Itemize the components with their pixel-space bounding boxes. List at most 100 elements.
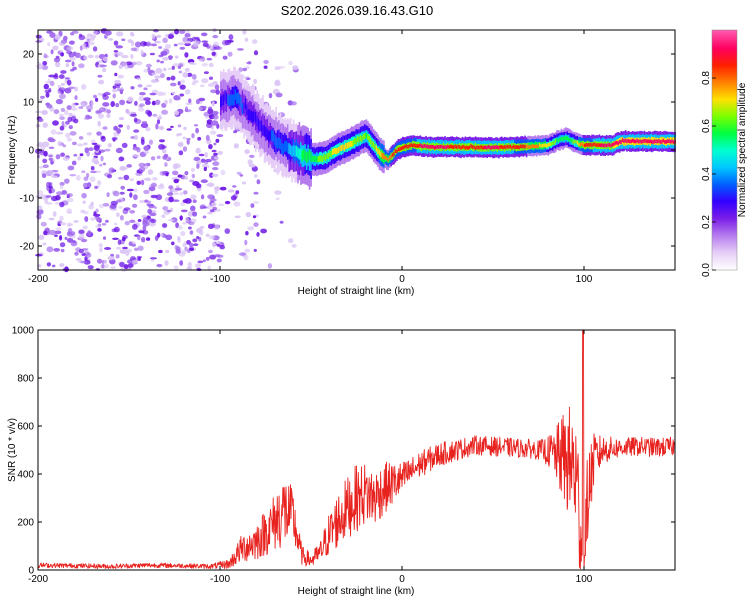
colorbar-step	[712, 244, 737, 247]
noise-dot	[174, 55, 179, 59]
noise-dot	[46, 262, 52, 267]
colorbar-step	[712, 178, 737, 181]
ridge-cell	[428, 145, 430, 149]
noise-dot	[172, 163, 178, 170]
noise-dot	[95, 208, 99, 213]
ridge-cell	[659, 140, 662, 144]
noise-dot	[288, 60, 293, 66]
noise-dot	[220, 169, 226, 176]
noise-dot	[195, 127, 200, 134]
ridge-cell	[354, 138, 356, 145]
noise-dot	[209, 172, 214, 178]
noise-dot	[46, 104, 53, 109]
ridge-cell	[656, 139, 659, 144]
ridge-cell	[621, 138, 624, 142]
noise-dot	[219, 186, 227, 191]
noise-dot	[143, 87, 148, 91]
noise-dot	[36, 211, 44, 215]
ridge-cell	[319, 155, 321, 162]
spectrogram-x-label: Height of straight line (km)	[298, 286, 415, 297]
colorbar-step	[712, 150, 737, 153]
noise-dot	[43, 83, 49, 90]
noise-dot	[211, 100, 215, 107]
colorbar-step	[712, 162, 737, 165]
noise-dot	[87, 147, 94, 152]
x-tick-label: 0	[399, 574, 405, 585]
colorbar-step	[712, 64, 737, 67]
ridge-cell	[307, 151, 309, 163]
noise-dot	[278, 66, 286, 69]
noise-dot	[66, 50, 73, 55]
colorbar-step	[712, 254, 737, 257]
noise-dot	[98, 107, 106, 113]
x-tick-label: 0	[399, 274, 405, 285]
noise-dot	[205, 256, 210, 261]
noise-dot	[165, 33, 169, 38]
ridge-cell	[276, 138, 279, 149]
noise-dot	[161, 91, 167, 96]
ridge-cell	[436, 145, 439, 149]
noise-dot	[131, 259, 138, 264]
noise-dot	[102, 56, 108, 62]
ridge-cell	[549, 142, 551, 147]
ridge-cell	[469, 145, 471, 150]
noise-dot	[81, 192, 87, 199]
ridge-cell	[482, 146, 484, 150]
noise-dot	[174, 245, 179, 251]
noise-dot	[41, 110, 48, 115]
noise-dot	[253, 78, 258, 84]
noise-dot	[99, 163, 103, 167]
noise-dot	[139, 103, 145, 107]
colorbar-step	[712, 36, 737, 39]
noise-dot	[137, 245, 144, 251]
noise-dot	[97, 228, 102, 232]
noise-dot	[201, 40, 209, 43]
noise-dot	[104, 148, 111, 152]
ridge-cell	[323, 153, 325, 160]
ridge-cell	[578, 142, 580, 147]
ridge-cell	[225, 93, 228, 104]
noise-dot	[41, 173, 47, 178]
noise-dot	[215, 138, 220, 143]
noise-dot	[275, 92, 283, 98]
ridge-cell	[316, 156, 318, 163]
ridge-cell	[445, 145, 448, 150]
ridge-cell	[661, 140, 663, 144]
ridge-cell	[371, 140, 373, 147]
noise-dot	[236, 48, 244, 51]
ridge-cell	[569, 138, 571, 142]
colorbar-step	[712, 112, 737, 115]
ridge-cell	[672, 140, 675, 144]
ridge-cell	[447, 144, 449, 149]
noise-dot	[37, 141, 44, 148]
noise-dot	[211, 149, 217, 153]
noise-dot	[118, 117, 125, 121]
noise-dot	[94, 185, 98, 190]
noise-dot	[84, 147, 89, 154]
noise-dot	[158, 144, 165, 150]
ridge-cell	[438, 145, 440, 149]
noise-dot	[144, 199, 149, 203]
ridge-cell	[370, 138, 372, 145]
ridge-cell	[582, 143, 585, 148]
ridge-cell	[262, 113, 264, 136]
noise-dot	[52, 120, 59, 126]
noise-dot	[212, 114, 219, 120]
noise-dot	[160, 73, 165, 79]
noise-dot	[65, 133, 71, 138]
noise-dot	[151, 182, 157, 188]
ridge-cell	[624, 138, 627, 143]
noise-dot	[80, 260, 87, 264]
noise-dot	[177, 95, 181, 101]
colorbar-step	[712, 228, 737, 231]
noise-dot	[201, 78, 209, 84]
ridge-cell	[241, 90, 244, 113]
x-tick-label: 100	[576, 274, 593, 285]
noise-dot	[147, 169, 154, 175]
colorbar-step	[712, 30, 737, 33]
noise-dot	[104, 247, 112, 250]
noise-dot	[116, 199, 122, 203]
noise-dot	[118, 124, 123, 128]
noise-dot	[186, 139, 190, 145]
noise-dot	[50, 160, 54, 165]
